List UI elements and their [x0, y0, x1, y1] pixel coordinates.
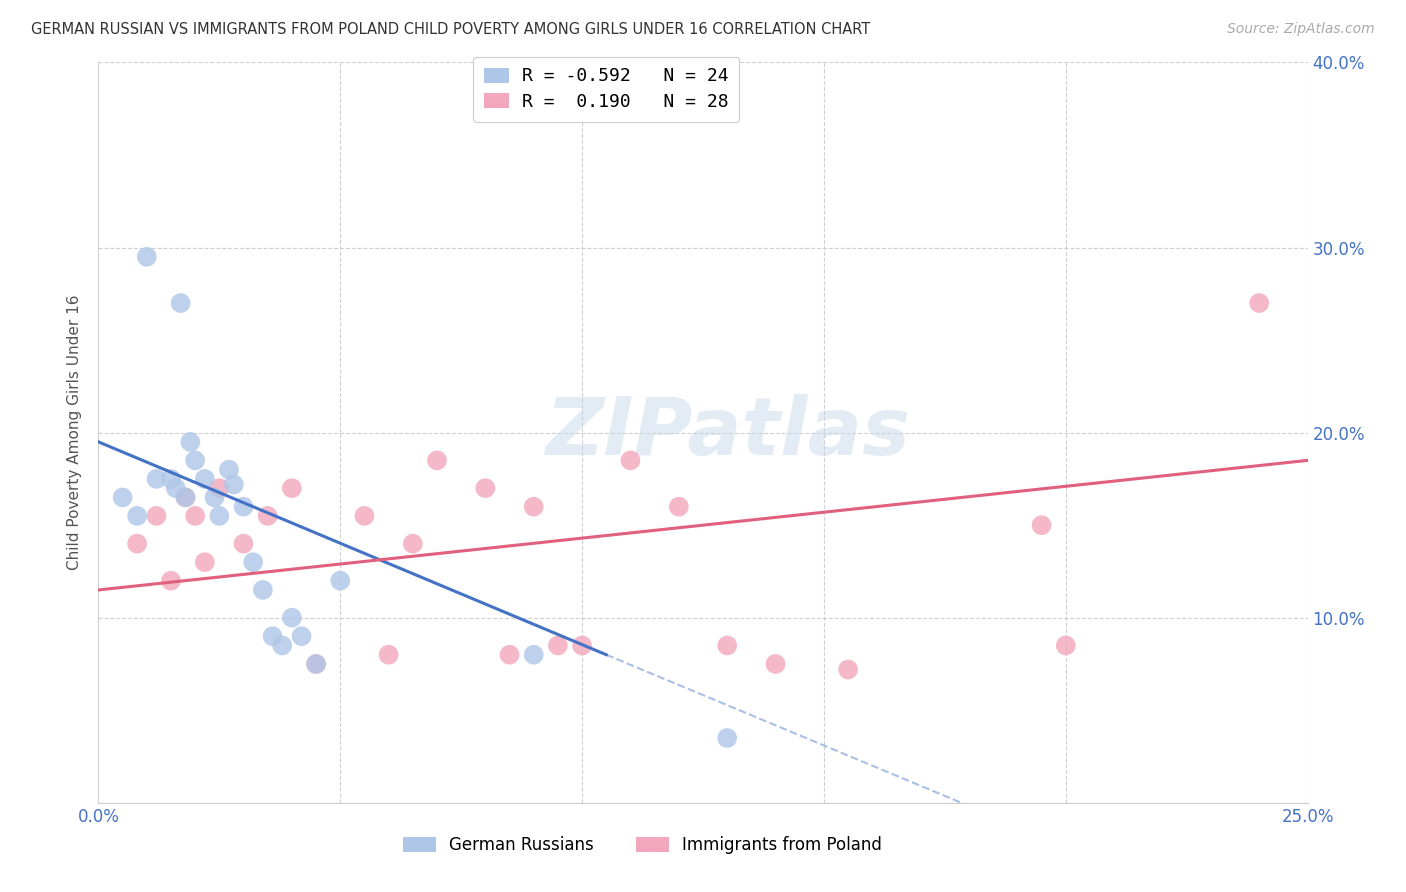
Point [256, 508, 278, 523]
Point [218, 462, 240, 476]
Point [252, 582, 274, 597]
Point [402, 536, 425, 550]
Point [232, 500, 254, 514]
Point [208, 508, 231, 523]
Point [169, 296, 191, 310]
Legend: German Russians, Immigrants from Poland: German Russians, Immigrants from Poland [396, 830, 889, 861]
Point [426, 453, 449, 467]
Point [353, 508, 375, 523]
Point [232, 536, 254, 550]
Point [523, 648, 546, 662]
Point [160, 574, 183, 588]
Point [111, 491, 134, 505]
Point [184, 453, 207, 467]
Point [174, 491, 197, 505]
Point [204, 491, 226, 505]
Point [208, 481, 231, 495]
Point [305, 657, 328, 671]
Point [145, 508, 167, 523]
Point [242, 555, 264, 569]
Point [619, 453, 641, 467]
Point [281, 610, 304, 624]
Point [765, 657, 787, 671]
Point [127, 536, 149, 550]
Y-axis label: Child Poverty Among Girls Under 16: Child Poverty Among Girls Under 16 [67, 295, 83, 570]
Point [281, 481, 304, 495]
Point [474, 481, 496, 495]
Point [135, 250, 157, 264]
Point [716, 731, 738, 745]
Point [184, 508, 207, 523]
Point [305, 657, 328, 671]
Point [194, 472, 217, 486]
Point [174, 491, 197, 505]
Text: ZIPatlas: ZIPatlas [544, 393, 910, 472]
Point [523, 500, 546, 514]
Point [716, 639, 738, 653]
Text: Source: ZipAtlas.com: Source: ZipAtlas.com [1227, 22, 1375, 37]
Point [222, 477, 245, 491]
Point [127, 508, 149, 523]
Point [329, 574, 352, 588]
Point [498, 648, 520, 662]
Point [179, 434, 201, 449]
Point [165, 481, 187, 495]
Point [377, 648, 399, 662]
Point [1054, 639, 1077, 653]
Point [271, 639, 294, 653]
Text: GERMAN RUSSIAN VS IMMIGRANTS FROM POLAND CHILD POVERTY AMONG GIRLS UNDER 16 CORR: GERMAN RUSSIAN VS IMMIGRANTS FROM POLAND… [31, 22, 870, 37]
Point [1249, 296, 1271, 310]
Point [160, 472, 183, 486]
Point [194, 555, 217, 569]
Point [837, 663, 859, 677]
Point [668, 500, 690, 514]
Point [571, 639, 593, 653]
Point [145, 472, 167, 486]
Point [547, 639, 569, 653]
Point [1031, 518, 1053, 533]
Point [290, 629, 312, 643]
Point [262, 629, 284, 643]
